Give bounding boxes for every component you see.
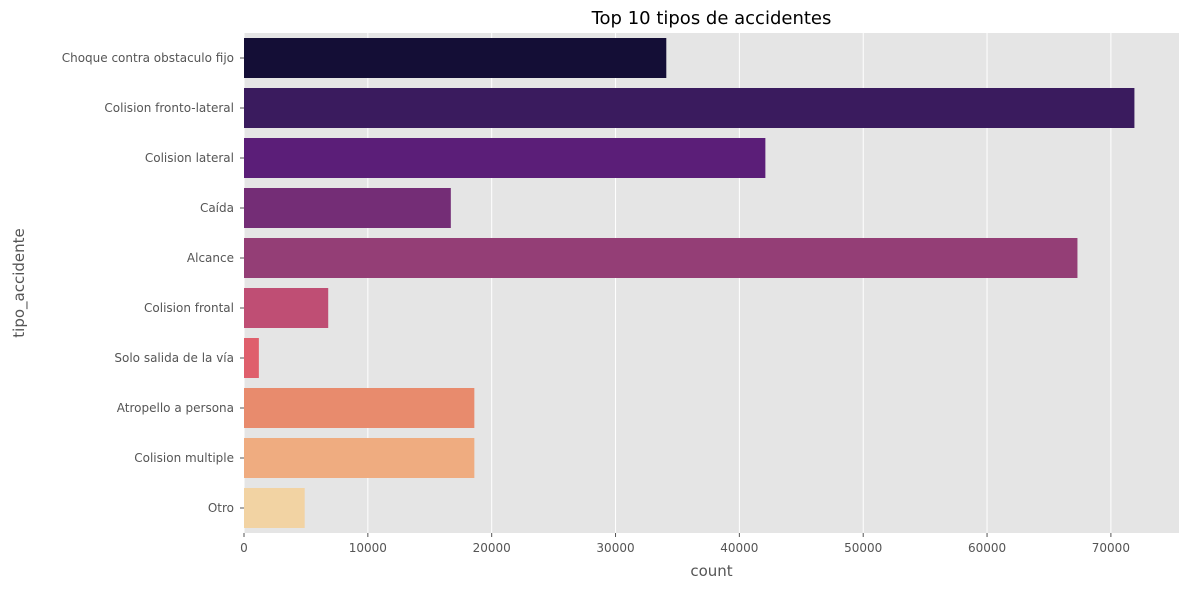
bar [244, 138, 766, 178]
bar [244, 238, 1078, 278]
y-tick-label: Caída [200, 201, 234, 215]
x-tick-label: 50000 [844, 541, 882, 555]
y-tick-label: Atropello a persona [117, 401, 234, 415]
x-axis-title: count [690, 562, 732, 580]
bar [244, 338, 259, 378]
x-tick-label: 40000 [720, 541, 758, 555]
y-tick-label: Colision frontal [144, 301, 234, 315]
y-tick-label: Colision multiple [134, 451, 234, 465]
x-tick-label: 60000 [968, 541, 1006, 555]
y-tick-label: Alcance [187, 251, 234, 265]
bar [244, 438, 475, 478]
x-tick-label: 70000 [1092, 541, 1130, 555]
y-tick-label: Colision lateral [145, 151, 234, 165]
y-tick-label: Solo salida de la vía [114, 351, 234, 365]
y-axis-title: tipo_accidente [10, 228, 29, 337]
x-tick-label: 0 [240, 541, 248, 555]
bar [244, 488, 305, 528]
bar [244, 38, 667, 78]
x-tick-label: 20000 [473, 541, 511, 555]
chart-title: Top 10 tipos de accidentes [591, 8, 832, 29]
bar [244, 188, 451, 228]
bar [244, 388, 475, 428]
bar [244, 88, 1135, 128]
bar [244, 288, 329, 328]
x-tick-label: 10000 [349, 541, 387, 555]
y-tick-label: Otro [208, 501, 234, 515]
x-tick-label: 30000 [596, 541, 634, 555]
y-tick-label: Choque contra obstaculo fijo [62, 51, 234, 65]
y-tick-label: Colision fronto-lateral [104, 101, 234, 115]
x-tick-labels: 0 10000 20000 30000 40000 50000 60000 70000 [240, 533, 1130, 555]
y-tick-labels: Choque contra obstaculo fijo Colision fro… [62, 51, 244, 515]
bars [244, 38, 1135, 528]
